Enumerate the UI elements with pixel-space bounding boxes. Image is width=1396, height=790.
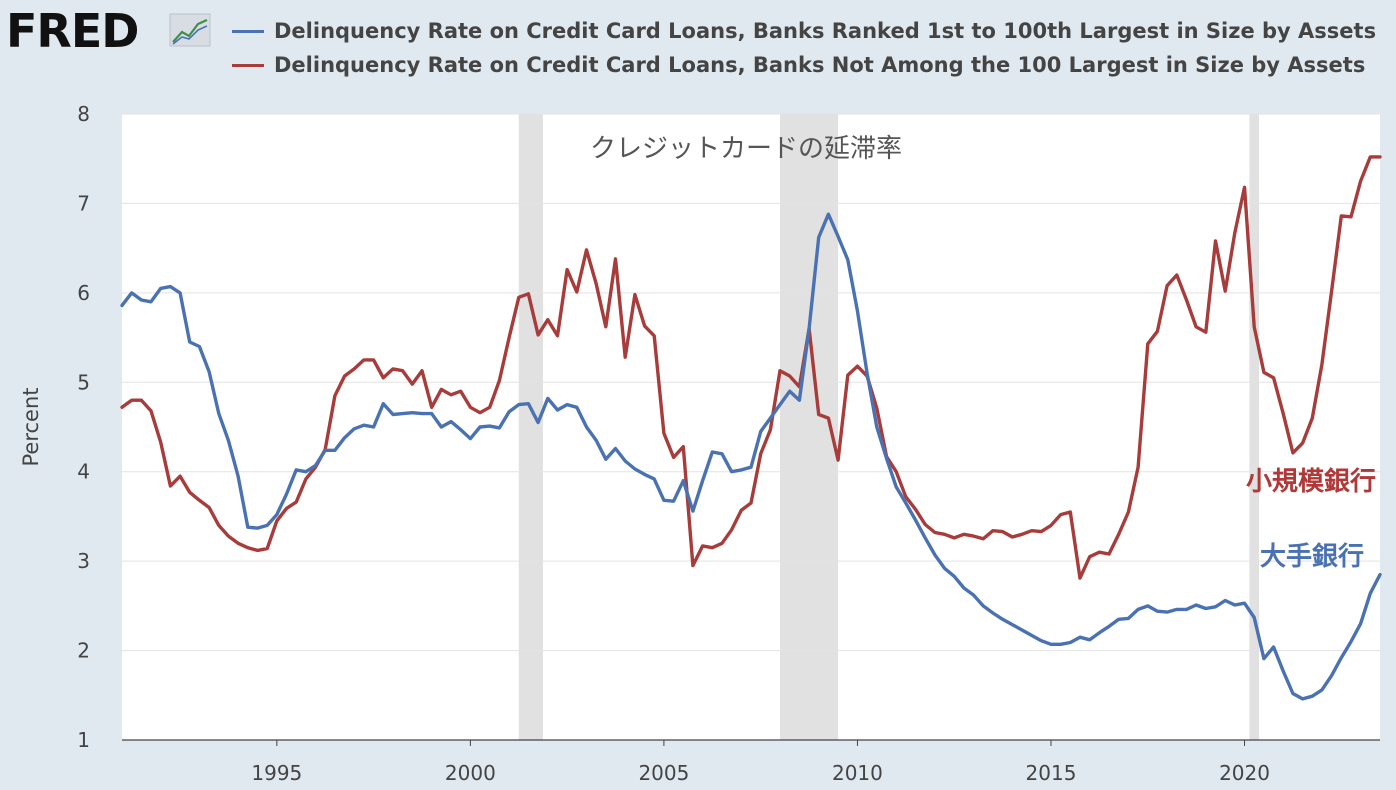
chart-annotation-title: クレジットカードの延滞率: [590, 134, 902, 164]
recession-band: [1249, 114, 1260, 740]
series-line-small-banks[interactable]: [120, 155, 1382, 580]
x-tick-label: 2000: [445, 761, 496, 785]
legend-item-large-banks[interactable]: Delinquency Rate on Credit Card Loans, B…: [232, 14, 1376, 48]
x-axis-ticks: 1995 2000 2005 2010 2015 2020: [251, 740, 1270, 785]
x-tick-label: 2015: [1026, 761, 1077, 785]
x-tick-label: 2010: [832, 761, 883, 785]
legend-item-small-banks[interactable]: Delinquency Rate on Credit Card Loans, B…: [232, 48, 1376, 82]
x-tick-label: 1995: [251, 761, 302, 785]
recession-band: [518, 114, 543, 740]
line-chart-icon: [169, 13, 211, 47]
legend-swatch-small-banks: [232, 63, 264, 67]
y-tick-label: 6: [77, 281, 90, 305]
legend-label-large-banks: Delinquency Rate on Credit Card Loans, B…: [274, 19, 1377, 43]
y-tick-label: 5: [77, 370, 90, 394]
fred-logo[interactable]: FRED: [6, 4, 139, 58]
y-tick-label: 4: [77, 460, 90, 484]
legend-label-small-banks: Delinquency Rate on Credit Card Loans, B…: [274, 53, 1366, 77]
x-tick-label: 2005: [638, 761, 689, 785]
legend: Delinquency Rate on Credit Card Loans, B…: [232, 14, 1376, 82]
legend-swatch-large-banks: [232, 29, 264, 33]
x-tick-label: 2020: [1219, 761, 1270, 785]
y-tick-label: 8: [77, 102, 90, 126]
y-tick-label: 3: [77, 549, 90, 573]
y-tick-label: 1: [77, 728, 90, 752]
y-axis-ticks: 1 2 3 4 5 6 7 8: [77, 102, 90, 752]
annotation-large-banks: 大手銀行: [1260, 541, 1364, 572]
plot-area: [122, 114, 1380, 740]
y-axis-label: Percent: [19, 387, 43, 466]
gridlines: [122, 113, 1380, 652]
y-tick-label: 2: [77, 639, 90, 663]
y-tick-label: 7: [77, 191, 90, 215]
annotation-small-banks: 小規模銀行: [1246, 466, 1376, 497]
series-line-large-banks[interactable]: [120, 212, 1382, 701]
series-lines: [120, 155, 1382, 701]
